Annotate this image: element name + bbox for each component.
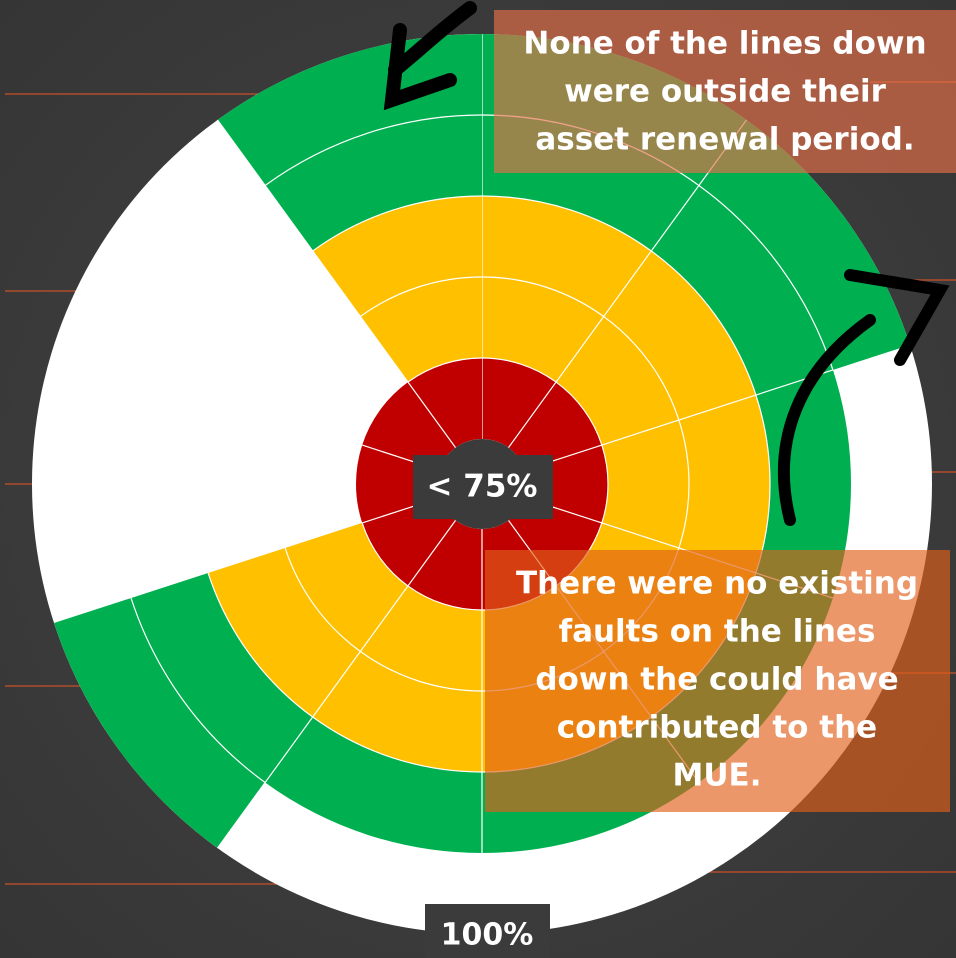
ring-line: [650, 250, 757, 396]
annotation-line: down the could have: [535, 662, 898, 698]
sector: [362, 497, 456, 586]
annotation-line: were outside their: [564, 74, 887, 110]
ring-line: [130, 597, 266, 784]
ring-line: [678, 419, 690, 549]
annotation-line: faults on the lines: [559, 614, 876, 650]
ring-line: [481, 195, 652, 252]
ring-line: [407, 357, 483, 383]
arrow: [383, 1, 477, 111]
overlay: None of the lines down were outside their…: [383, 1, 956, 812]
sector: [54, 572, 313, 849]
ring-line: [312, 716, 483, 773]
center-label-box: [413, 455, 553, 519]
sector: [601, 395, 770, 573]
ring-line: [284, 547, 361, 652]
r-tick-label: 100%: [441, 918, 534, 953]
sector: [482, 358, 557, 448]
ring-line: [359, 276, 483, 318]
sector: [556, 251, 756, 446]
sector: [265, 716, 482, 853]
ring-line: [359, 650, 483, 692]
sector: [482, 196, 652, 383]
annotation-line: asset renewal period.: [535, 122, 914, 158]
ring-line: [481, 357, 557, 383]
ring-line: [555, 381, 603, 446]
ring-line: [603, 316, 680, 421]
ring-line: [207, 572, 314, 718]
sector-divider: [507, 119, 747, 448]
ring-line: [361, 522, 409, 587]
sector: [651, 119, 910, 396]
ring-line: [264, 114, 483, 186]
annotation-box: [494, 10, 956, 173]
annotation-line: There were no existing: [516, 566, 918, 602]
sector: [407, 520, 482, 610]
sector: [312, 585, 482, 772]
annotation-line: None of the lines down: [523, 26, 926, 62]
annotation-line: contributed to the: [557, 710, 877, 746]
sector: [407, 358, 482, 448]
center-label: < 75%: [427, 469, 538, 505]
annotation-box: [485, 550, 950, 812]
ring-line: [481, 276, 605, 318]
sector: [312, 196, 482, 383]
r-tick-box: [425, 904, 550, 958]
sector: [208, 522, 408, 717]
sector: [362, 382, 456, 471]
sector: [755, 369, 851, 599]
sector-divider: [217, 520, 457, 849]
ring-line: [698, 184, 834, 371]
ring-line: [601, 444, 609, 524]
sector: [508, 382, 602, 471]
ring-line: [312, 195, 483, 252]
sector-divider: [217, 119, 457, 448]
annotation-line: MUE.: [673, 758, 762, 794]
arrow: [777, 269, 950, 526]
ring-line: [407, 585, 483, 611]
